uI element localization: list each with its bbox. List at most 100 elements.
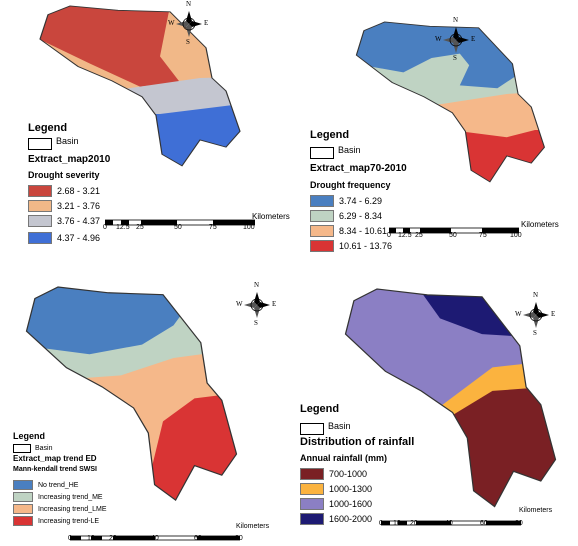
legend-title: Legend (28, 122, 68, 134)
compass-s: S (453, 54, 457, 62)
compass-w: W (435, 35, 442, 43)
panel-trend: N S W E Legend Basin Extract_map trend E… (0, 273, 289, 546)
class-label: 1600-2000 (329, 514, 373, 524)
field-name: Mann-kendall trend SWSI (13, 466, 98, 473)
scale-tick: 60 (480, 520, 488, 527)
class-swatch (300, 468, 324, 480)
scale-tick: 50 (449, 232, 457, 239)
scale-tick: 20 (109, 535, 117, 542)
class-label: 8.34 - 10.61 (339, 226, 388, 236)
class-swatch (28, 200, 52, 212)
legend-title: Legend (13, 431, 46, 441)
class-swatch (28, 232, 52, 244)
scale-tick: 75 (479, 232, 487, 239)
legend-class: 1000-1300 (300, 483, 372, 495)
class-swatch (28, 215, 52, 227)
legend-title: Legend (300, 403, 340, 415)
compass-e: E (272, 300, 277, 308)
legend-class: 10.61 - 13.76 (310, 240, 392, 252)
class-label: 1000-1300 (329, 484, 373, 494)
map-drought-severity (39, 5, 241, 167)
compass-e: E (204, 19, 209, 27)
class-swatch (28, 185, 52, 197)
class-label: 3.21 - 3.76 (57, 201, 101, 211)
scale-tick: 75 (209, 224, 217, 231)
zone-10.61-13.76 (356, 129, 545, 182)
scale-tick: 10 (393, 520, 401, 527)
field-name: Drought severity (28, 170, 100, 180)
legend-class: 8.34 - 10.61 (310, 225, 387, 237)
class-label: 10.61 - 13.76 (339, 241, 393, 251)
panel-drought-frequency: N S W E Legend Basin Extract_map70-2010 … (289, 0, 578, 270)
basin-label: Basin (35, 445, 53, 452)
north-arrow: N S W E (236, 281, 276, 327)
north-arrow: N S W E (435, 16, 475, 62)
legend-class: 1600-2000 (300, 513, 372, 525)
scale-tick: 0 (68, 535, 72, 542)
legend-class: 3.76 - 4.37 (28, 215, 100, 227)
scale-tick: 25 (415, 232, 423, 239)
legend-class: Increasing trend_LME (13, 504, 106, 514)
scale-unit: Kilometers (252, 212, 290, 221)
legend-class: 3.74 - 6.29 (310, 195, 382, 207)
class-swatch (13, 480, 33, 490)
class-swatch (310, 195, 334, 207)
class-label: Increasing trend_LME (38, 505, 107, 513)
basin-label: Basin (56, 136, 79, 146)
legend-class: 3.21 - 3.76 (28, 200, 100, 212)
compass-n: N (186, 0, 192, 8)
panel-drought-severity: N S W E Legend Basin Extract_map2010 Dro… (0, 0, 290, 270)
scale-unit: Kilometers (521, 220, 559, 229)
class-swatch (310, 225, 334, 237)
compass-e: E (551, 310, 556, 318)
class-label: Increasing trend_ME (38, 493, 103, 501)
scale-tick: 80 (515, 520, 523, 527)
class-swatch (300, 483, 324, 495)
layer-name: Distribution of rainfall (300, 436, 415, 448)
compass-n: N (533, 291, 539, 299)
basin-swatch (310, 147, 334, 159)
class-label: 700-1000 (329, 469, 368, 479)
class-swatch (300, 498, 324, 510)
legend-class: 4.37 - 4.96 (28, 232, 100, 244)
legend-class: 2.68 - 3.21 (28, 185, 100, 197)
zone-700-1000 (418, 387, 556, 507)
basin-label: Basin (338, 145, 361, 155)
class-swatch (310, 240, 334, 252)
class-label: 6.29 - 8.34 (339, 211, 383, 221)
legend-title: Legend (310, 129, 350, 141)
class-swatch (13, 492, 33, 502)
scale-tick: 12.5 (116, 224, 130, 231)
scale-tick: 0 (379, 520, 383, 527)
basin-swatch (28, 138, 52, 150)
field-name: Drought frequency (310, 180, 391, 190)
scale-unit: Kilometers (236, 523, 270, 530)
compass-s: S (186, 38, 190, 46)
class-swatch (300, 513, 324, 525)
legend-basin: Basin (300, 421, 351, 435)
class-label: Increasing trend-LE (38, 517, 100, 525)
scale-tick: 25 (136, 224, 144, 231)
legend-class: Increasing trend_ME (13, 492, 103, 502)
scale-tick: 40 (445, 520, 453, 527)
legend-class: 1000-1600 (300, 498, 372, 510)
class-label: 4.37 - 4.96 (57, 233, 101, 243)
compass-e: E (471, 35, 476, 43)
field-name: Annual rainfall (mm) (300, 453, 388, 463)
class-label: 2.68 - 3.21 (57, 186, 101, 196)
compass-s: S (254, 319, 258, 327)
map-trend (25, 286, 238, 501)
compass-s: S (533, 329, 537, 337)
legend-class: 6.29 - 8.34 (310, 210, 382, 222)
class-label: No trend_HE (38, 481, 79, 489)
basin-swatch (300, 423, 324, 435)
scale-tick: 12.5 (398, 232, 412, 239)
class-swatch (310, 210, 334, 222)
class-label: 1000-1600 (329, 499, 373, 509)
class-swatch (13, 516, 33, 526)
class-label: 3.74 - 6.29 (339, 196, 383, 206)
scale-tick: 60 (194, 535, 202, 542)
map-rainfall (344, 288, 557, 508)
scale-tick: 80 (235, 535, 243, 542)
legend-class: No trend_HE (13, 480, 78, 490)
